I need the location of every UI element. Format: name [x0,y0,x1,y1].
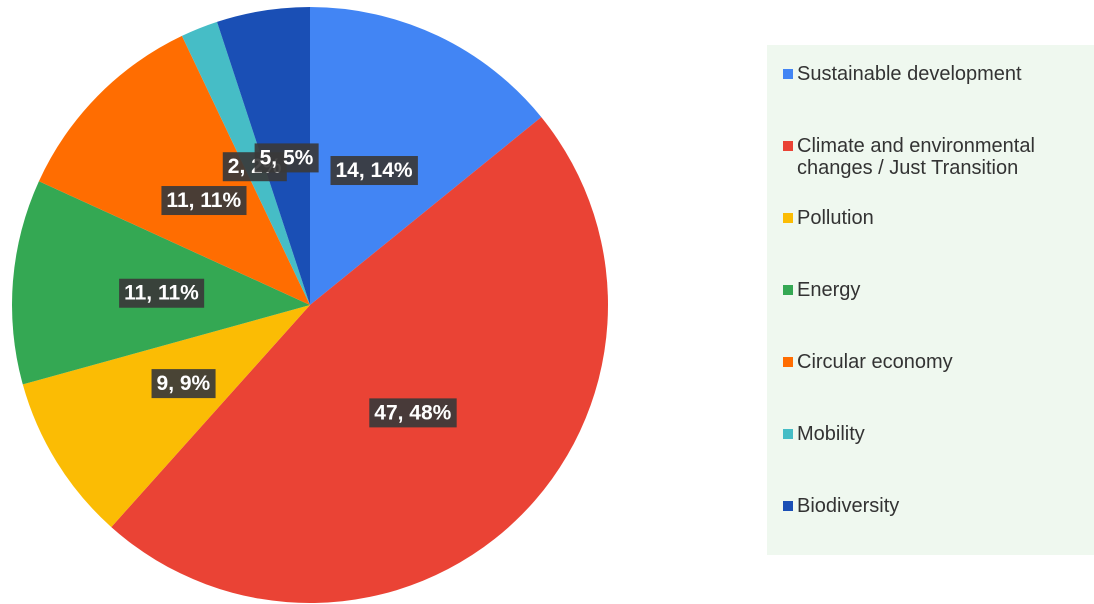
data-label-box [369,398,457,428]
data-label-text: 5, 5% [260,146,314,169]
data-label-box [151,369,216,399]
legend-label: Biodiversity [797,495,900,517]
legend-swatch [783,429,793,439]
pie-slice [22,305,311,528]
legend-item: Circular economy [783,351,1094,423]
legend-item: Biodiversity [783,495,1094,567]
legend: Sustainable development Climate and envir… [767,45,1094,555]
pie-slice [310,7,542,305]
legend-label: Pollution [797,207,874,229]
data-label: 5, 5% [254,143,319,173]
legend-item: Pollution [783,207,1094,279]
legend-swatch [783,501,793,511]
legend-swatch [783,213,793,223]
data-label-box [254,143,319,173]
data-label-box [119,278,205,308]
data-label-text: 11, 11% [166,189,241,212]
legend-item: Sustainable development [783,63,1094,135]
pie-area: 14, 14%47, 48%9, 9%11, 11%11, 11%2, 2%5,… [11,7,608,603]
data-label: 11, 11% [161,186,247,216]
legend-label: Circular economy [797,351,953,373]
legend-item: Mobility [783,423,1094,495]
data-label-box [330,156,418,186]
data-label-box [161,186,247,216]
data-label-text: 11, 11% [124,282,199,305]
data-label: 9, 9% [151,369,216,399]
legend-label: Climate and environmental changes / Just… [797,135,1035,179]
data-label: 11, 11% [119,278,205,308]
legend-label: Mobility [797,423,865,445]
legend-label: Sustainable development [797,63,1022,85]
legend-item: Climate and environmental changes / Just… [783,135,1094,207]
data-label: 47, 48% [369,398,457,428]
legend-label: Energy [797,279,861,301]
data-label-text: 47, 48% [374,401,451,424]
legend-swatch [783,141,793,151]
data-label-text: 9, 9% [157,372,211,395]
pie-slice [38,35,311,306]
legend-swatch [783,69,793,79]
data-label: 14, 14% [330,156,418,186]
pie-slice [111,117,608,603]
legend-item: Energy [783,279,1094,351]
legend-swatch [783,357,793,367]
legend-swatch [783,285,793,295]
data-label-text: 14, 14% [336,159,413,182]
